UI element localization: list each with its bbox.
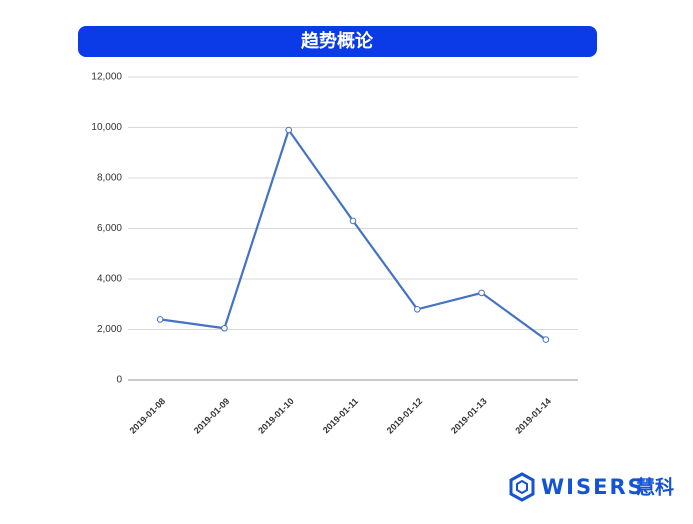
x-tick-label: 2019-01-09 [192,396,232,436]
point [221,324,228,332]
y-tick-label: 10,000 [91,122,122,133]
point [542,336,550,343]
point [156,316,164,323]
x-tick-label: 2019-01-11 [321,396,360,435]
line [159,127,547,341]
point [285,126,293,134]
x-tick-label: 2019-01-10 [256,396,296,436]
x-tick-label: 2019-01-08 [128,396,168,436]
title-banner [78,26,597,57]
chart-title: 趋势概论 [301,30,374,52]
logo: WISERS 慧科 [509,472,674,502]
logo-name: 慧科 [636,476,674,499]
y-tick-label: 12,000 [91,72,122,83]
point [478,289,485,297]
y-tick-label: 4,000 [97,274,122,285]
y-tick-label: 2,000 [97,324,122,335]
point [349,217,357,225]
x-tick-label: 2019-01-14 [513,396,553,436]
y-tick-label: 8,000 [97,173,122,184]
x-tick-label: 2019-01-13 [449,396,489,436]
point [413,306,421,313]
y-tick-label: 6,000 [97,223,122,234]
y-tick-label: 0 [116,375,122,386]
logo-brand: WISERS [541,475,645,499]
x-tick-label: 2019-01-12 [385,396,425,436]
